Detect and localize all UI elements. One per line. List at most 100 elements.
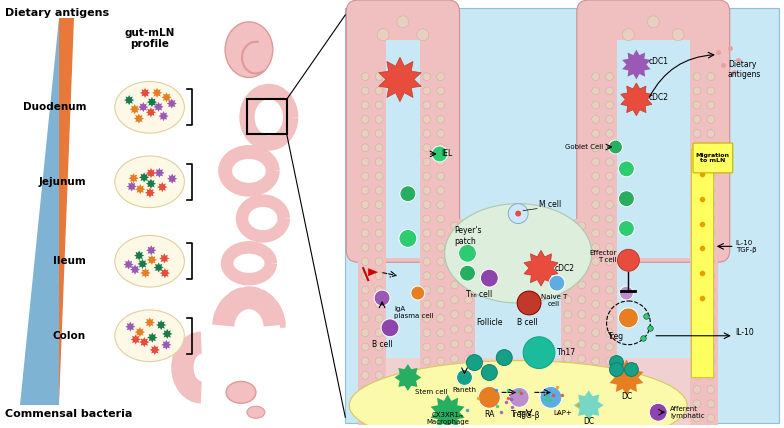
Circle shape [456,369,473,386]
Text: cDC1: cDC1 [648,57,668,66]
Circle shape [423,130,430,137]
Circle shape [451,222,459,230]
Circle shape [564,281,572,289]
Circle shape [606,357,613,365]
Circle shape [451,399,459,407]
Circle shape [606,372,613,379]
Polygon shape [135,327,145,337]
Polygon shape [150,345,160,355]
Circle shape [437,229,445,237]
Circle shape [606,144,613,152]
Circle shape [451,325,459,333]
Circle shape [397,16,409,28]
Circle shape [376,315,383,322]
Circle shape [564,355,572,363]
Circle shape [411,286,425,300]
Circle shape [361,130,369,137]
Circle shape [693,73,701,80]
Circle shape [606,329,613,336]
Text: Stem cell: Stem cell [415,389,448,395]
Circle shape [606,315,613,322]
Circle shape [376,414,383,422]
Bar [358,219,386,425]
Text: Tₕₙ cell: Tₕₙ cell [466,290,492,299]
Circle shape [423,372,430,379]
Circle shape [592,386,600,393]
Polygon shape [524,250,558,286]
Circle shape [423,201,430,208]
Text: Duodenum: Duodenum [23,102,86,112]
Circle shape [361,272,369,279]
Bar [589,219,616,425]
Circle shape [606,244,613,251]
Polygon shape [127,181,136,191]
Circle shape [437,187,445,194]
Circle shape [451,237,459,244]
Circle shape [564,384,572,392]
Text: LAP+: LAP+ [553,410,572,416]
Circle shape [437,400,445,408]
Circle shape [451,370,459,377]
Circle shape [707,144,715,152]
Ellipse shape [114,156,184,208]
Polygon shape [621,83,652,116]
Circle shape [423,187,430,194]
Circle shape [465,340,473,348]
Circle shape [423,343,430,351]
Circle shape [361,357,369,365]
Circle shape [592,315,600,322]
Circle shape [707,116,715,123]
Circle shape [361,229,369,237]
Circle shape [592,414,600,422]
Polygon shape [60,18,74,405]
Circle shape [361,300,369,308]
Circle shape [592,372,600,379]
Circle shape [564,222,572,230]
Circle shape [451,340,459,348]
Circle shape [423,329,430,336]
Circle shape [606,272,613,279]
Circle shape [361,201,369,208]
Circle shape [423,87,430,95]
Circle shape [592,144,600,152]
Circle shape [624,363,638,377]
Circle shape [564,370,572,377]
Circle shape [361,315,369,322]
Polygon shape [124,95,134,105]
Circle shape [693,258,701,265]
Bar [419,219,448,425]
Text: M cell: M cell [539,199,561,208]
Text: cDC2: cDC2 [555,264,575,273]
Ellipse shape [225,22,273,77]
Polygon shape [146,245,156,256]
Circle shape [707,286,715,294]
Circle shape [693,116,701,123]
Bar [475,358,561,425]
Circle shape [451,281,459,289]
Circle shape [361,144,369,152]
Circle shape [399,229,417,247]
Circle shape [377,29,389,41]
Circle shape [465,222,473,230]
FancyBboxPatch shape [347,0,459,262]
Circle shape [693,87,701,95]
Circle shape [578,325,586,333]
Circle shape [606,172,613,180]
Polygon shape [147,97,157,107]
Circle shape [451,252,459,259]
Circle shape [361,172,369,180]
Circle shape [693,372,701,379]
Circle shape [693,244,701,251]
Polygon shape [622,50,651,80]
Circle shape [510,387,529,407]
Circle shape [592,357,600,365]
Circle shape [423,272,430,279]
Circle shape [693,286,701,294]
Circle shape [451,414,459,422]
Circle shape [437,357,445,365]
Circle shape [707,73,715,80]
Circle shape [592,158,600,166]
Circle shape [609,356,623,369]
Circle shape [376,272,383,279]
Circle shape [707,386,715,393]
